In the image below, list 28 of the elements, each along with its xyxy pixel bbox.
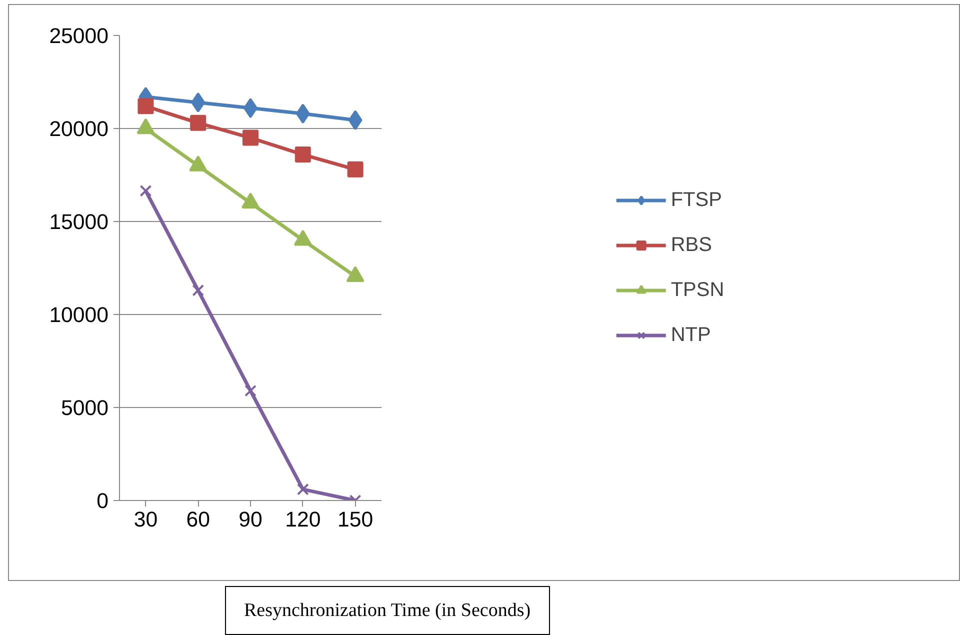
y-tick-label: 20000	[49, 117, 109, 141]
point	[191, 92, 206, 112]
point	[348, 110, 362, 130]
legend-label: NTP	[670, 324, 711, 346]
point	[192, 284, 204, 296]
legend-label: FTSP	[670, 188, 722, 212]
legend-label: TPSN	[670, 278, 724, 302]
x-tick-label: 120	[285, 508, 321, 532]
y-tick-label: 15000	[49, 210, 109, 234]
point	[242, 130, 258, 146]
x-tick-label: 30	[134, 508, 158, 532]
point	[296, 483, 309, 496]
point	[140, 184, 152, 197]
point	[296, 104, 310, 124]
point	[138, 98, 154, 114]
y-tick-label: 5000	[61, 396, 109, 420]
y-tick-label: 0	[96, 489, 109, 513]
x-axis-title: Resynchronization Time (in Seconds)	[244, 599, 531, 623]
point	[294, 146, 311, 163]
x-tick-label: 60	[186, 508, 210, 532]
y-tick-label: 10000	[49, 303, 109, 327]
point	[190, 114, 206, 131]
x-tick-label: 90	[238, 508, 262, 532]
legend-label: RBS	[670, 234, 712, 256]
point	[347, 161, 364, 178]
x-tick-label: 150	[338, 508, 374, 532]
y-tick-label: 25000	[49, 24, 109, 48]
point	[244, 384, 256, 397]
